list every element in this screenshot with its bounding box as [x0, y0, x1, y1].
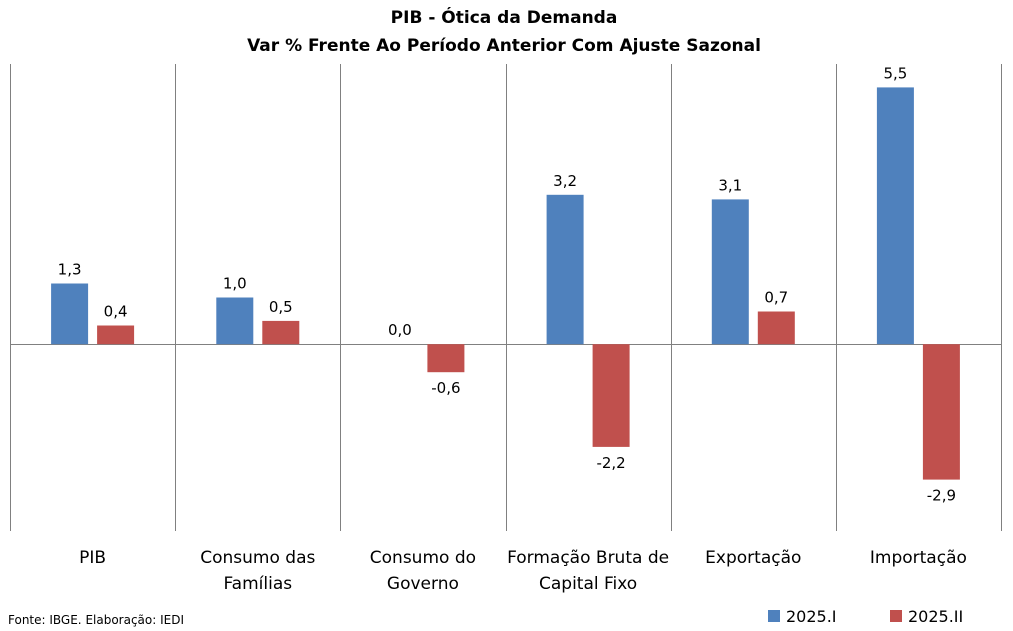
bar-2025.II-2 — [427, 344, 465, 373]
value-label: 3,1 — [718, 176, 742, 194]
legend-label: 2025.II — [908, 607, 963, 626]
category-label: Consumo das Famílias — [200, 548, 315, 594]
value-label: -0,6 — [431, 379, 460, 397]
value-label: 1,0 — [223, 275, 247, 293]
value-label: 5,5 — [883, 64, 907, 82]
category-label-line: Importação — [870, 548, 967, 568]
value-labels-group: 1,3 0,4 1,0 0,5 0,0 -0,6 3,2 -2,2 3,1 0,7 5,5 -2,9 — [58, 64, 956, 504]
value-label: 0,5 — [269, 298, 293, 316]
category-label-line: Consumo do — [370, 548, 476, 568]
value-label: 0,7 — [764, 289, 788, 307]
legend-label: 2025.I — [786, 607, 837, 626]
bar-2025.II-0 — [97, 325, 135, 345]
chart-title: PIB - Ótica da Demanda — [391, 6, 618, 28]
bar-2025.I-3 — [546, 194, 584, 345]
value-label: 1,3 — [58, 261, 82, 279]
bars-group — [51, 87, 960, 480]
category-dividers — [10, 64, 1002, 531]
value-label: 0,0 — [388, 321, 412, 339]
category-label-line: Formação Bruta de — [507, 548, 669, 568]
legend: 2025.I 2025.II — [768, 607, 963, 626]
category-label: Formação Bruta de Capital Fixo — [507, 548, 669, 594]
bar-2025.I-0 — [51, 283, 89, 345]
category-label-line: Exportação — [705, 548, 801, 568]
category-label: Exportação — [705, 548, 801, 568]
source-note: Fonte: IBGE. Elaboração: IEDI — [8, 613, 184, 627]
value-label: -2,2 — [596, 454, 625, 472]
bar-2025.I-4 — [711, 199, 749, 345]
bar-2025.I-1 — [216, 297, 254, 345]
category-label: Importação — [870, 548, 967, 568]
legend-swatch — [890, 610, 902, 622]
bar-2025.II-1 — [262, 320, 300, 345]
category-label: Consumo do Governo — [370, 548, 476, 594]
value-label: 3,2 — [553, 172, 577, 190]
chart-subtitle: Var % Frente Ao Período Anterior Com Aju… — [247, 36, 761, 56]
category-label-line: PIB — [79, 548, 106, 568]
bar-2025.II-4 — [757, 311, 795, 345]
bar-2025.II-3 — [592, 344, 630, 447]
category-label-line: Consumo das — [200, 548, 315, 568]
category-label: PIB — [79, 548, 106, 568]
value-label: 0,4 — [104, 303, 128, 321]
value-label: -2,9 — [927, 487, 956, 505]
bar-2025.II-5 — [922, 344, 960, 480]
category-labels-group: PIB Consumo das Famílias Consumo do Governo F… — [79, 548, 967, 594]
category-label-line: Governo — [387, 574, 459, 594]
category-label-line: Famílias — [223, 574, 292, 594]
legend-swatch — [768, 610, 780, 622]
bar-2025.I-5 — [876, 87, 914, 345]
category-label-line: Capital Fixo — [539, 574, 637, 594]
